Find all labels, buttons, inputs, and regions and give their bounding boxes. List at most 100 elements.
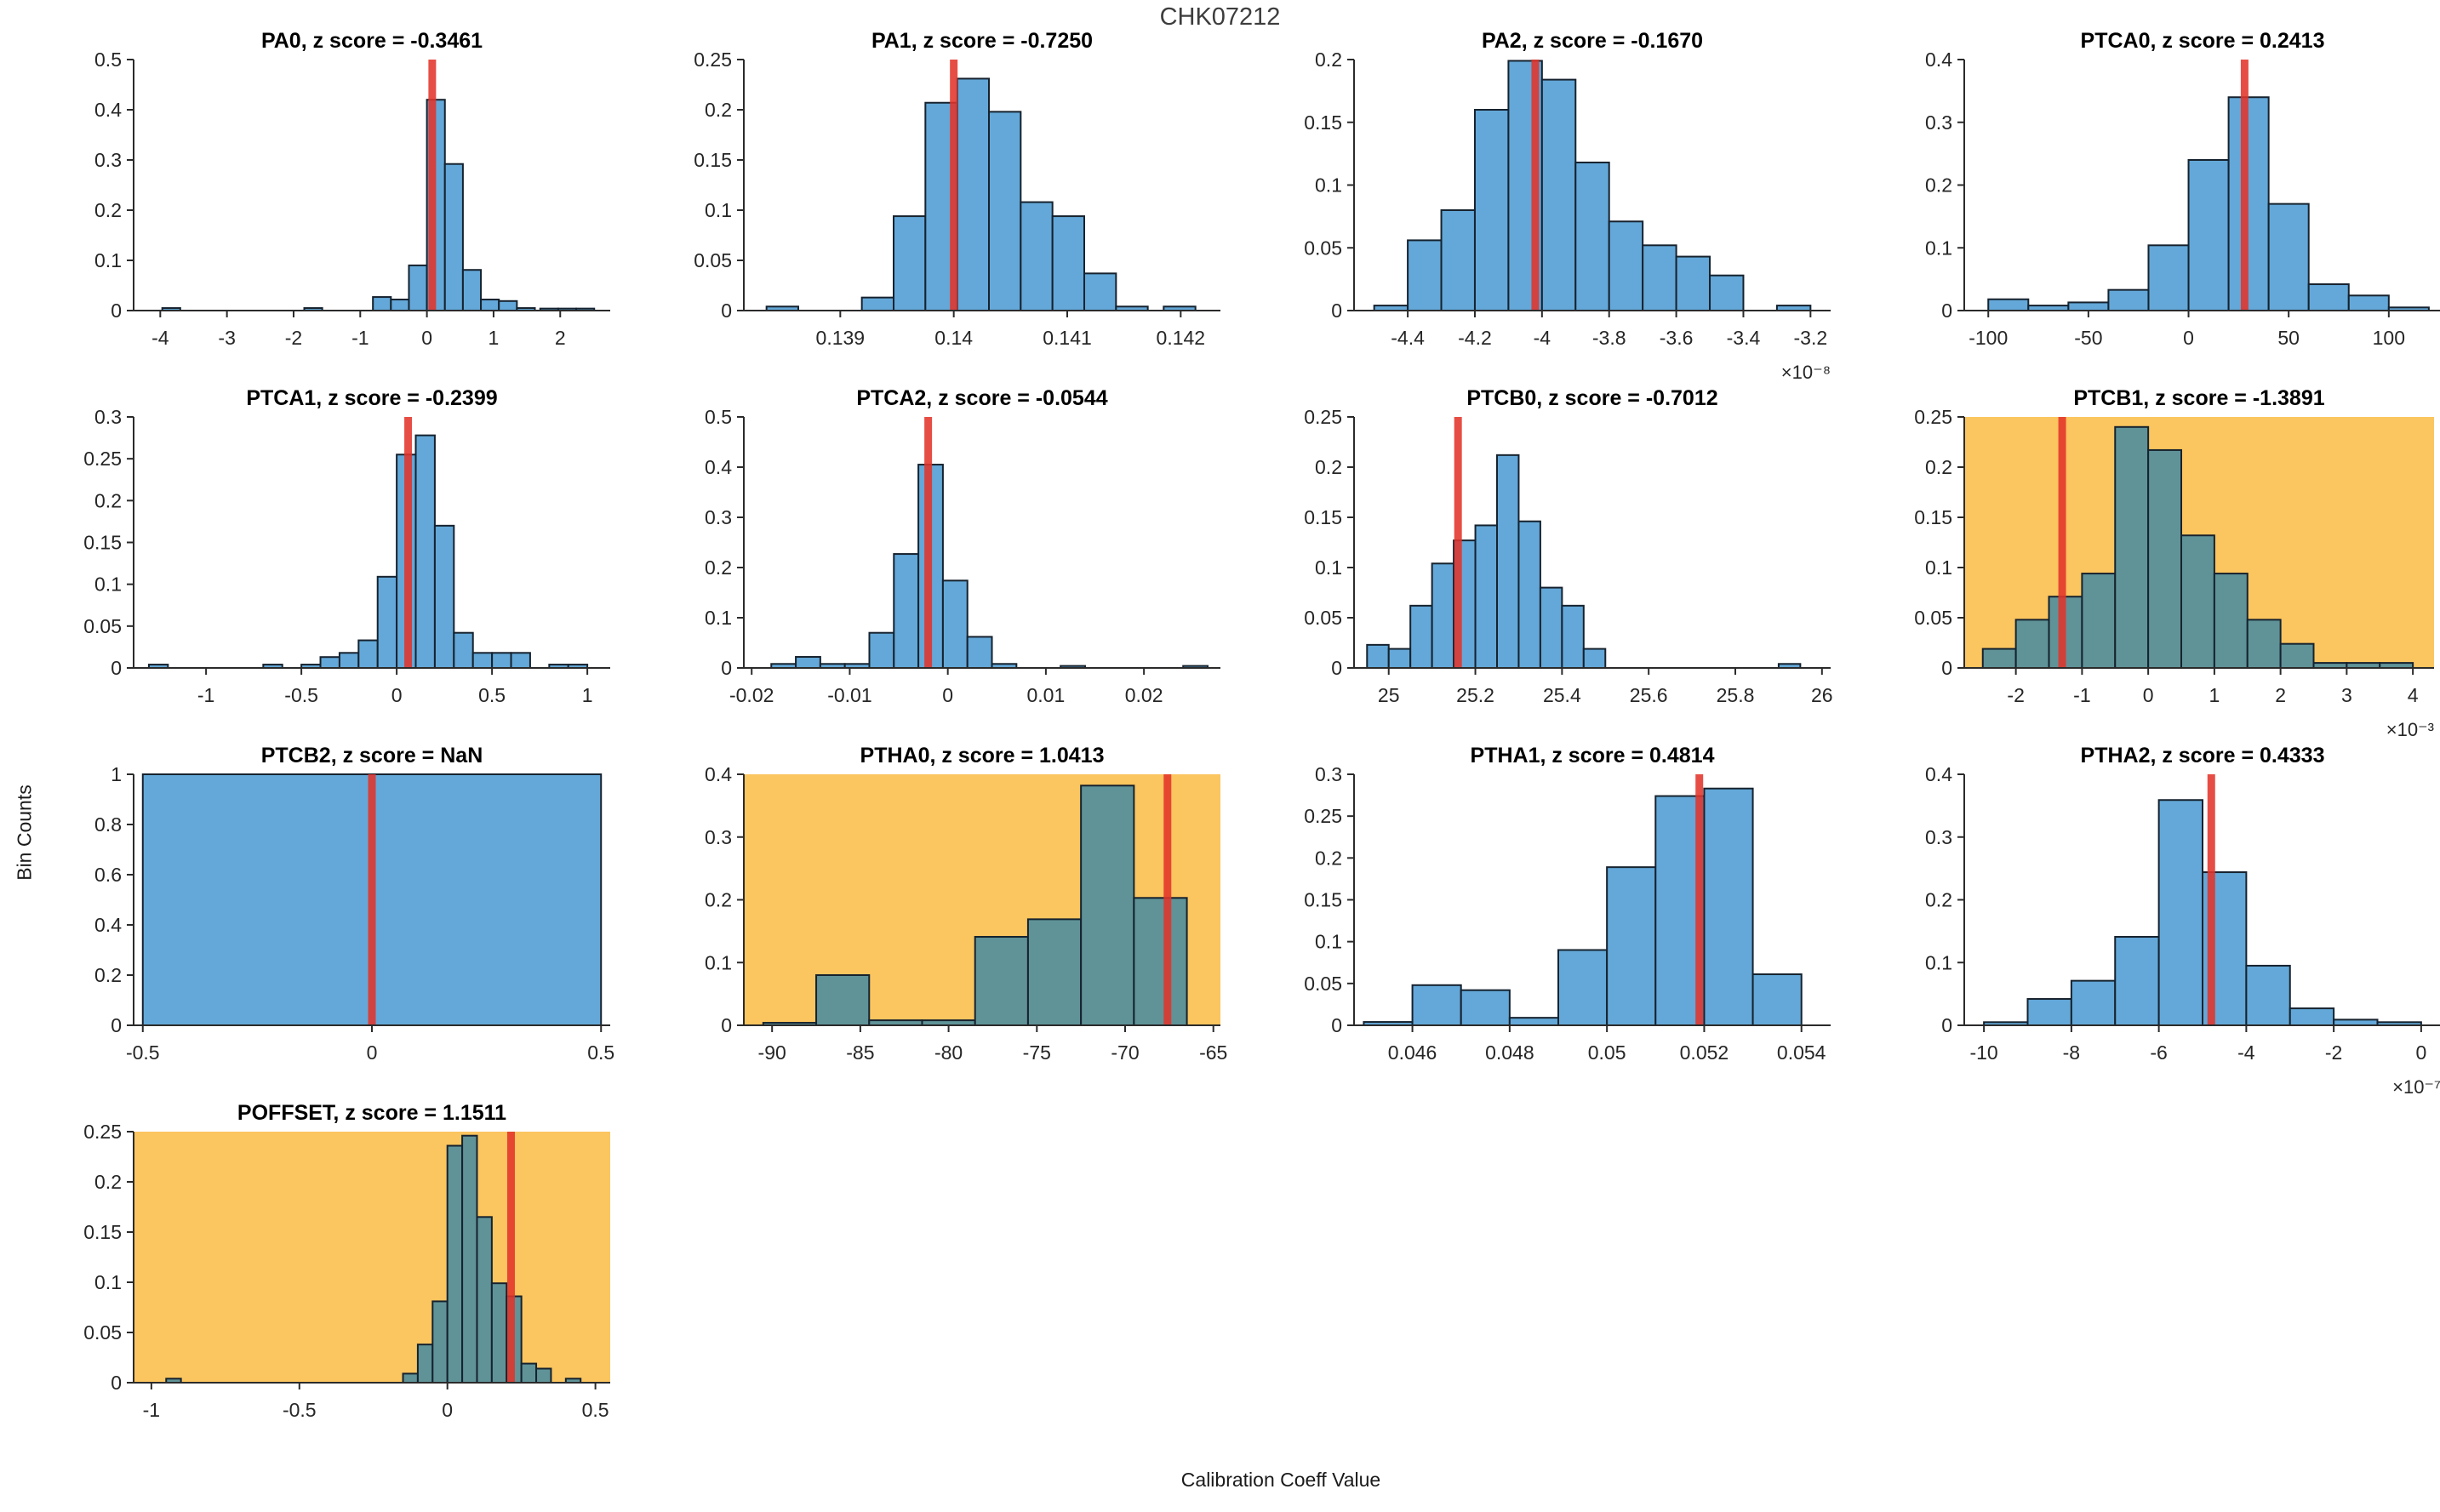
histogram-bar — [443, 163, 464, 311]
highlight-background — [134, 1132, 610, 1383]
x-tick-label: -65 — [1199, 1041, 1227, 1064]
y-tick-label: 0.2 — [1925, 456, 1952, 478]
histogram-bar — [2246, 619, 2282, 669]
histogram-bar — [1440, 209, 1476, 311]
y-tick-label: 0.15 — [83, 1221, 122, 1243]
x-tick-label: 2 — [2275, 684, 2286, 706]
histogram-bar — [402, 1372, 419, 1384]
y-tick-label: 0.15 — [1304, 111, 1342, 134]
subplot-title: PA2, z score = -0.1670 — [1482, 29, 1703, 53]
histogram-bar — [1574, 161, 1610, 311]
x-tick-label: 0.054 — [1777, 1041, 1826, 1064]
y-tick-label: 0.3 — [1925, 826, 1952, 848]
histogram-bar — [1703, 787, 1754, 1026]
x-tick-label: -6 — [2150, 1041, 2167, 1064]
x-tick-label: 0.142 — [1157, 327, 1206, 349]
subplot-title: PTHA1, z score = 0.4814 — [1471, 744, 1715, 767]
x-tick-label: -1 — [143, 1399, 160, 1421]
x-tick-label: 1 — [2209, 684, 2220, 706]
y-tick-label: 0.4 — [705, 763, 732, 785]
y-tick-label: 0 — [1941, 657, 1952, 679]
histogram-bar — [2187, 159, 2230, 311]
x-tick-label: -0.5 — [283, 1399, 317, 1421]
y-tick-label: 0.1 — [1315, 931, 1342, 953]
y-tick-label: 0.15 — [694, 149, 732, 171]
x-tick-label: -0.01 — [827, 684, 871, 706]
y-tick-label: 0 — [1331, 1014, 1342, 1036]
histogram-bar — [2070, 979, 2117, 1026]
x-tick-label: -2 — [285, 327, 302, 349]
y-tick-label: 0.6 — [94, 864, 122, 886]
x-tick-label: -4 — [1534, 327, 1551, 349]
x-tick-label: -10 — [1969, 1041, 1997, 1064]
histogram-bar — [1642, 244, 1677, 311]
x-tick-label: -0.5 — [284, 684, 318, 706]
histogram-bar — [956, 77, 990, 311]
y-tick-label: 1 — [111, 763, 122, 785]
histogram-bar — [1987, 298, 2030, 312]
histogram-bar — [893, 215, 927, 311]
y-tick-label: 0.3 — [1925, 111, 1952, 134]
x-tick-label: -4 — [2237, 1041, 2255, 1064]
y-tick-label: 0.2 — [94, 489, 122, 511]
x-tick-label: 25.6 — [1630, 684, 1668, 706]
histogram-bar — [795, 656, 821, 670]
x-tick-label: 0 — [391, 684, 403, 706]
histogram-bar — [1460, 989, 1511, 1026]
x-tick-label: -100 — [1969, 327, 2008, 349]
histogram-bar — [376, 575, 398, 669]
histogram-bar — [941, 579, 969, 670]
histogram-bar — [1366, 643, 1390, 669]
x-tick-label: 0.01 — [1027, 684, 1066, 706]
histogram-bar — [1517, 520, 1541, 669]
y-tick-label: 0.1 — [1925, 556, 1952, 579]
x-tick-label: 0 — [2143, 684, 2154, 706]
histogram-bar — [2081, 573, 2117, 670]
y-tick-label: 0.2 — [705, 556, 732, 579]
x-tick-label: 2 — [555, 327, 566, 349]
histogram-bar — [1387, 648, 1412, 670]
histogram-bar — [490, 1282, 508, 1384]
y-tick-label: 0.8 — [94, 813, 122, 836]
x-tick-label: -2 — [2325, 1041, 2342, 1064]
histogram-bar — [1582, 648, 1607, 670]
histogram-bar — [1709, 274, 1745, 312]
histogram-bar — [431, 1300, 449, 1384]
histogram-bar — [510, 652, 531, 669]
histogram-bar — [2347, 294, 2390, 311]
x-tick-label: -1 — [351, 327, 369, 349]
y-tick-label: 0 — [111, 300, 122, 322]
x-tick-label: 0.05 — [1588, 1041, 1626, 1064]
y-tick-label: 0.4 — [94, 99, 122, 121]
y-tick-label: 0.25 — [694, 48, 732, 71]
x-tick-label: 0.5 — [478, 684, 506, 706]
y-tick-label: 0.1 — [1315, 174, 1342, 197]
subplot-title: PTCB0, z score = -0.7012 — [1466, 386, 1717, 410]
subplot-PTHA0: -90 -85 -80 -75 -70 -65 0 0.1 0.2 0.3 0.4 PTHA0, z … — [705, 744, 1227, 1064]
x-tick-label: 1 — [489, 327, 500, 349]
y-tick-label: 0.3 — [94, 406, 122, 428]
histogram-bar — [2026, 998, 2072, 1027]
x-tick-label: 0.02 — [1125, 684, 1163, 706]
x-tick-label: 4 — [2408, 684, 2419, 706]
histogram-bar — [461, 1134, 478, 1384]
x-tick-label: 100 — [2373, 327, 2405, 349]
histogram-bar — [860, 296, 895, 312]
x-tick-label: -3.4 — [1727, 327, 1761, 349]
y-tick-label: 0.15 — [1304, 506, 1342, 528]
histogram-bar — [974, 936, 1029, 1026]
y-tick-label: 0.2 — [705, 99, 732, 121]
x-tick-label: 0 — [2183, 327, 2194, 349]
y-tick-label: 0.3 — [705, 826, 732, 848]
x-tick-label: 0 — [421, 327, 432, 349]
y-tick-label: 0.1 — [705, 607, 732, 629]
histogram-bar — [433, 524, 455, 669]
y-tick-label: 0.05 — [83, 615, 122, 637]
histogram-bar — [480, 299, 500, 311]
histogram-bar — [2213, 573, 2249, 670]
x-tick-label: -0.02 — [729, 684, 774, 706]
y-tick-label: 0.5 — [94, 48, 122, 71]
histogram-bar — [461, 269, 483, 311]
x-tick-label: -85 — [846, 1041, 874, 1064]
